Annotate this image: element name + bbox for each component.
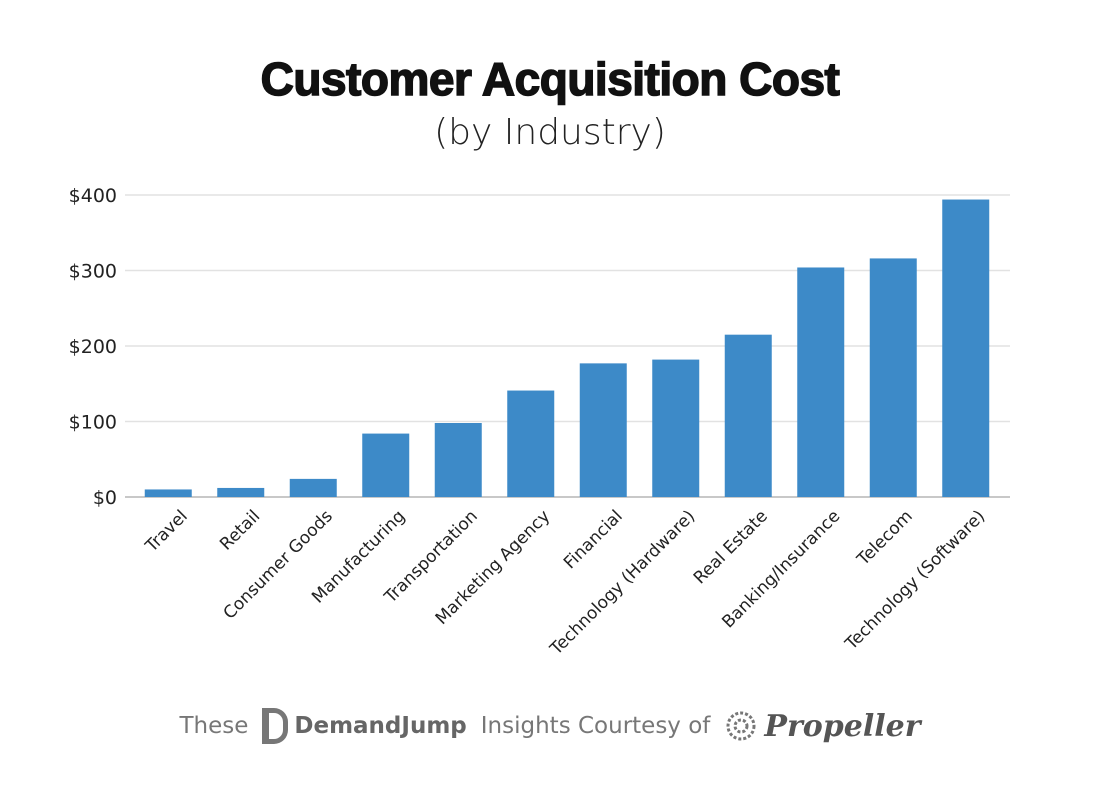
bar bbox=[942, 199, 990, 497]
x-tick-label: Banking/Insurance bbox=[718, 506, 844, 632]
x-tick-label: Telecom bbox=[853, 506, 917, 570]
footer-credits: These DemandJump Insights Courtesy of Pr… bbox=[0, 708, 1100, 744]
demandjump-icon bbox=[262, 708, 289, 744]
x-tick-label: Technology (Hardware) bbox=[546, 506, 699, 659]
propeller-icon bbox=[726, 711, 756, 741]
demandjump-logo: DemandJump bbox=[262, 708, 467, 744]
bar bbox=[507, 390, 555, 497]
bar bbox=[434, 423, 482, 497]
bar bbox=[217, 487, 265, 497]
demandjump-text: DemandJump bbox=[294, 713, 467, 739]
y-tick-label: $400 bbox=[69, 185, 117, 207]
bar bbox=[797, 267, 845, 497]
bar bbox=[362, 433, 410, 497]
chart-title: Customer Acquisition Cost bbox=[260, 52, 841, 106]
x-tick-label: Financial bbox=[560, 506, 627, 573]
footer-middle: Insights Courtesy of bbox=[480, 713, 711, 739]
bar bbox=[652, 359, 700, 497]
y-tick-label: $200 bbox=[69, 336, 117, 358]
y-tick-label: $0 bbox=[93, 487, 117, 509]
y-tick-label: $100 bbox=[69, 412, 117, 434]
bar bbox=[289, 478, 337, 497]
propeller-logo: Propeller bbox=[724, 708, 921, 744]
chart-subtitle: (by Industry) bbox=[434, 112, 666, 153]
x-tick-label: Technology (Software) bbox=[841, 506, 989, 654]
x-tick-label: Travel bbox=[141, 506, 192, 557]
bar bbox=[869, 258, 917, 497]
propeller-text: Propeller bbox=[764, 708, 921, 744]
x-tick-label: Retail bbox=[216, 506, 264, 554]
footer-prefix: These bbox=[179, 713, 249, 739]
y-tick-label: $300 bbox=[69, 261, 117, 283]
bar bbox=[144, 489, 192, 497]
bar bbox=[724, 334, 772, 497]
bar bbox=[579, 363, 627, 497]
